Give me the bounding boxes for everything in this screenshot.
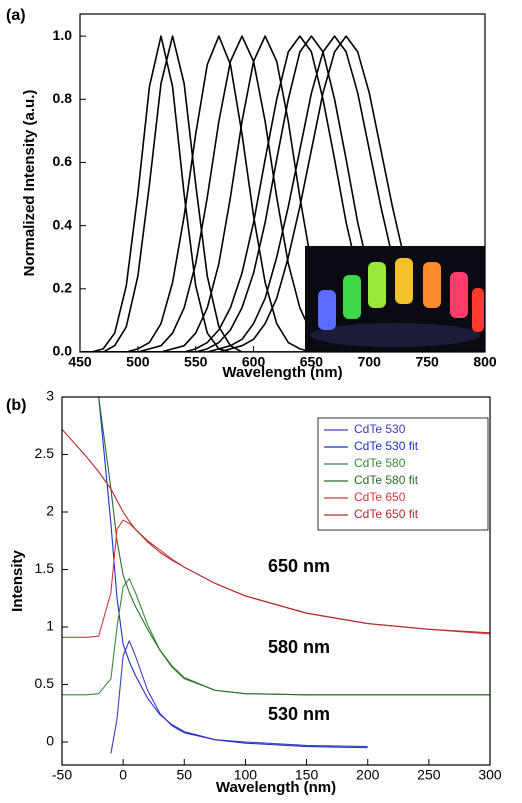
vial: [318, 290, 336, 330]
y-tick-label: 0: [46, 733, 54, 749]
y-tick-label: 0.6: [53, 153, 73, 169]
y-tick-label: 1.0: [53, 27, 73, 43]
x-tick-label: 500: [126, 354, 150, 370]
x-tick-label: 700: [358, 354, 382, 370]
panel-label: (b): [6, 397, 26, 414]
x-tick-label: 50: [176, 767, 192, 783]
series-line: [80, 35, 485, 352]
series-line: [98, 397, 490, 696]
y-tick-label: 1.5: [35, 560, 55, 576]
x-tick-label: 800: [473, 354, 497, 370]
axis-frame: [61, 396, 491, 766]
series-line: [80, 35, 485, 352]
vial: [472, 288, 484, 332]
x-tick-label: -50: [52, 767, 72, 783]
series-line: [62, 428, 490, 634]
x-tick-label: 750: [415, 354, 439, 370]
legend-label: CdTe 650: [354, 490, 406, 504]
y-tick-label: 0.8: [53, 90, 73, 106]
legend-label: CdTe 580: [354, 456, 406, 470]
x-axis-label: Wavelength (nm): [222, 364, 342, 381]
panel-label: (a): [6, 7, 26, 24]
y-tick-label: 3: [46, 388, 54, 404]
vial: [423, 262, 441, 308]
vial: [368, 262, 386, 308]
vial: [395, 258, 413, 304]
series-line: [80, 35, 485, 352]
x-axis-label: Wavelength (nm): [216, 779, 336, 796]
legend-label: CdTe 530 fit: [354, 439, 419, 453]
y-axis-label: Normalized Intensity (a.u.): [21, 90, 38, 277]
axis-frame: [79, 13, 486, 353]
series-line: [62, 519, 490, 638]
legend-label: CdTe 530: [354, 422, 406, 436]
y-tick-label: 2.5: [35, 445, 55, 461]
y-tick-label: 0.2: [53, 280, 73, 296]
x-tick-label: 450: [68, 354, 92, 370]
legend-box: [317, 417, 489, 531]
y-tick-label: 2: [46, 503, 54, 519]
annotation: 650 nm: [268, 556, 330, 576]
annotation: 580 nm: [268, 637, 330, 657]
x-tick-label: 0: [119, 767, 127, 783]
y-tick-label: 0.4: [53, 216, 73, 232]
x-tick-label: 100: [234, 767, 258, 783]
x-tick-label: 250: [417, 767, 441, 783]
x-tick-label: 200: [356, 767, 380, 783]
series-line: [110, 640, 368, 754]
x-tick-label: 300: [478, 767, 502, 783]
legend-label: CdTe 580 fit: [354, 473, 419, 487]
y-tick-label: 0.5: [35, 675, 55, 691]
legend-label: CdTe 650 fit: [354, 507, 419, 521]
x-tick-label: 650: [300, 354, 324, 370]
vial: [450, 272, 468, 318]
annotation: 530 nm: [268, 704, 330, 724]
series-line: [80, 35, 485, 352]
series-line: [98, 397, 368, 749]
y-tick-label: 1: [46, 618, 54, 634]
inset-photo: [305, 246, 485, 352]
x-tick-label: 550: [184, 354, 208, 370]
y-axis-label: Intensity: [9, 550, 26, 612]
y-tick-label: 0.0: [53, 343, 73, 359]
x-tick-label: 150: [295, 767, 319, 783]
x-tick-label: 600: [242, 354, 266, 370]
photo-glow: [310, 323, 480, 347]
series-line: [80, 35, 485, 352]
vial: [343, 275, 361, 319]
